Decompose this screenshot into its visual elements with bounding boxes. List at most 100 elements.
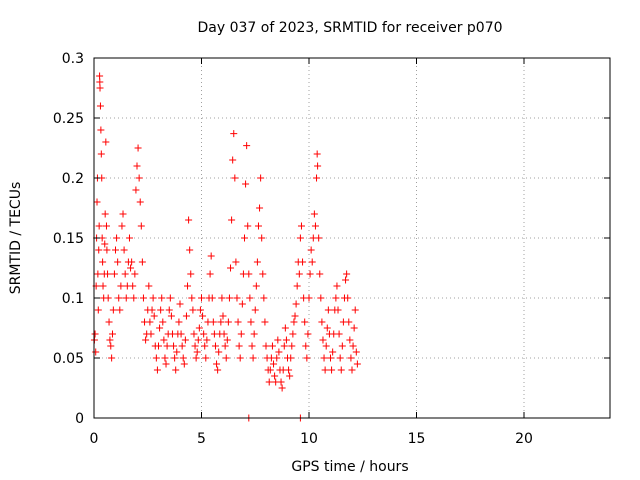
data-point (304, 330, 312, 338)
data-point (237, 330, 245, 338)
x-tick-label: 0 (90, 431, 99, 447)
data-point (104, 294, 112, 302)
data-point (101, 240, 109, 248)
data-point (228, 216, 236, 224)
data-point (291, 312, 299, 320)
y-tick-label: 0.2 (62, 171, 84, 187)
data-point (137, 222, 145, 230)
data-point (301, 318, 309, 326)
data-points (90, 72, 361, 422)
data-point (296, 234, 304, 242)
data-point (231, 174, 239, 182)
data-point (270, 360, 278, 368)
data-point (292, 300, 300, 308)
data-point (220, 330, 228, 338)
data-point (93, 198, 101, 206)
data-point (262, 342, 270, 350)
data-point (94, 306, 102, 314)
data-point (236, 354, 244, 362)
data-point (243, 142, 251, 150)
data-point (353, 360, 361, 368)
data-point (257, 174, 265, 182)
data-point (107, 342, 115, 350)
data-point (282, 336, 290, 344)
data-point (95, 246, 103, 254)
data-point (188, 294, 196, 302)
data-point (274, 336, 282, 344)
data-point (158, 294, 166, 302)
data-point (114, 258, 122, 266)
data-point (102, 138, 110, 146)
data-point (245, 270, 253, 278)
y-tick-label: 0.1 (62, 291, 84, 307)
data-point (96, 78, 104, 86)
data-point (302, 342, 310, 350)
data-point (251, 306, 259, 314)
data-point (209, 318, 217, 326)
data-point (130, 294, 138, 302)
data-point (117, 282, 125, 290)
data-point (313, 174, 321, 182)
data-point (202, 354, 210, 362)
x-tick-label: 5 (197, 431, 206, 447)
axis-ticks (93, 57, 610, 419)
data-point (190, 330, 198, 338)
data-point (295, 270, 303, 278)
data-point (145, 282, 153, 290)
data-point (327, 354, 334, 362)
data-point (161, 354, 169, 362)
data-point (156, 324, 164, 332)
data-point (171, 354, 179, 362)
data-point (286, 372, 294, 380)
data-point (163, 342, 171, 350)
data-point (203, 336, 211, 344)
y-tick-label: 0.05 (53, 351, 84, 367)
y-tick-label: 0.25 (53, 111, 84, 127)
data-point (241, 234, 248, 242)
data-point (91, 330, 99, 338)
data-point (99, 282, 107, 290)
x-tick-label: 20 (515, 431, 533, 447)
data-point (170, 342, 178, 350)
data-point (213, 360, 221, 368)
data-point (323, 324, 331, 332)
data-point (265, 378, 273, 386)
data-point (352, 348, 360, 356)
data-point (128, 258, 136, 266)
data-point (225, 294, 233, 302)
data-point (104, 270, 112, 278)
data-point (153, 366, 161, 374)
data-point (346, 336, 354, 344)
data-point (122, 294, 130, 302)
data-point (186, 246, 194, 254)
x-tick-label: 15 (408, 431, 426, 447)
data-point (106, 336, 114, 344)
data-point (242, 180, 250, 188)
data-point (134, 144, 142, 152)
data-point (247, 318, 255, 326)
x-tick-label: 10 (300, 431, 318, 447)
data-point (318, 318, 326, 326)
data-point (179, 354, 187, 362)
data-point (206, 270, 214, 278)
data-point (136, 198, 144, 206)
data-point (180, 360, 188, 368)
x-tick-labels: 0 5 10 15 20 (90, 431, 533, 447)
data-point (221, 342, 229, 350)
data-point (334, 306, 342, 314)
data-point (105, 318, 113, 326)
data-point (288, 342, 296, 350)
data-point (275, 348, 283, 356)
y-tick-label: 0 (75, 411, 84, 427)
data-point (217, 318, 225, 326)
data-point (248, 342, 256, 350)
data-point (322, 342, 330, 350)
data-point (303, 354, 311, 362)
data-point (101, 210, 109, 218)
data-point (162, 360, 170, 368)
data-point (178, 342, 186, 350)
data-point (347, 354, 355, 362)
data-point (112, 246, 119, 254)
data-point (252, 282, 260, 290)
data-point (187, 270, 195, 278)
